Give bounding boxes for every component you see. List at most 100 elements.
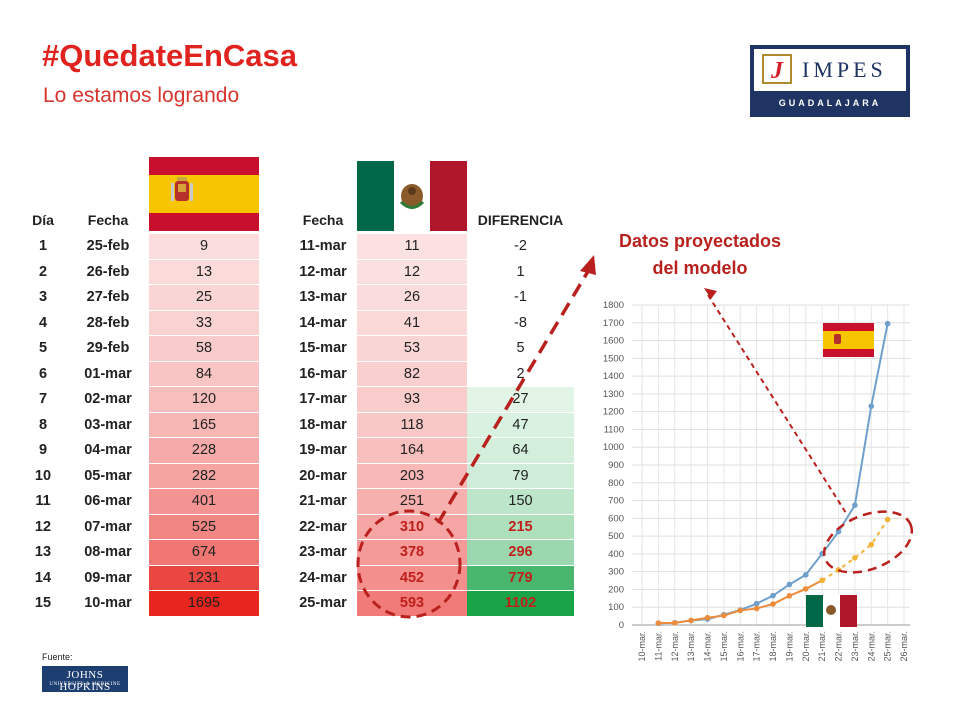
cell-fecha-spain: 28-feb [86, 314, 130, 331]
cell-fecha-spain: 10-mar [84, 595, 132, 611]
data-point-mexico [802, 586, 809, 592]
cell-mexico: 251 [399, 493, 425, 509]
page-title: #QuedateEnCasa [42, 38, 297, 73]
heat-cell [149, 285, 259, 310]
source-label: Fuente: [42, 652, 73, 662]
data-point-mexico [786, 593, 793, 599]
data-point-spain [819, 550, 825, 557]
cell-mexico: 82 [403, 365, 421, 382]
cell-fecha-spain: 07-mar [84, 518, 132, 535]
cell-fecha-spain: 01-mar [84, 365, 132, 382]
cell-fecha-mexico: 20-mar [299, 467, 347, 484]
cell-spain: 401 [191, 493, 217, 509]
data-point-spain [753, 600, 760, 607]
cell-fecha-spain: 25-feb [86, 238, 130, 254]
y-tick-label: 1100 [604, 424, 624, 435]
header-diferencia: DIFERENCIA [477, 212, 564, 228]
cell-spain: 33 [195, 314, 213, 331]
cell-spain: 1231 [187, 569, 221, 586]
cell-fecha-spain: 04-mar [84, 442, 132, 458]
heat-cell [149, 387, 259, 412]
y-tick-label: 200 [608, 584, 624, 595]
y-tick-label: 900 [608, 460, 624, 471]
x-tick-label: 19-mar. [784, 631, 794, 662]
x-tick-label: 26-mar. [899, 631, 909, 662]
cell-fecha-mexico: 23-mar [299, 544, 347, 560]
y-tick-label: 1200 [603, 407, 624, 418]
heat-cell [149, 336, 259, 361]
cell-dia: 10 [34, 467, 52, 484]
cell-dia: 2 [38, 263, 48, 280]
heat-cell [357, 234, 467, 259]
data-point-spain [770, 592, 776, 599]
heat-cell [149, 463, 259, 488]
cell-spain: 525 [191, 518, 217, 535]
x-tick-label: 23-mar. [850, 631, 860, 662]
cell-dia: 3 [38, 289, 48, 305]
cell-mexico: 118 [400, 416, 424, 433]
x-tick-label: 11-mar. [653, 631, 663, 661]
page-subtitle: Lo estamos logrando [43, 84, 240, 107]
heat-cell [149, 259, 259, 284]
data-point-spain [884, 320, 891, 327]
annotation-line-1: Datos proyectados [618, 231, 782, 251]
cell-dia: 7 [38, 391, 48, 407]
heat-cell [149, 310, 259, 335]
cell-fecha-mexico: 16-mar [299, 365, 347, 382]
cell-dia: 6 [38, 365, 48, 382]
cell-dia: 5 [38, 340, 48, 356]
cell-fecha-mexico: 18-mar [299, 416, 347, 433]
y-tick-label: 400 [608, 549, 624, 560]
data-point-spain [786, 581, 793, 588]
cell-spain: 120 [191, 391, 217, 407]
data-point-mexico [655, 620, 662, 626]
impes-logo: J IMPES GUADALAJARA [750, 45, 910, 117]
data-point-mexico [753, 605, 760, 612]
series-line-mexico_projected [821, 519, 889, 582]
y-tick-label: 500 [608, 531, 624, 542]
cell-mexico: 164 [399, 442, 425, 458]
heat-cell [467, 591, 574, 616]
cell-fecha-mexico: 13-mar [299, 289, 347, 305]
cell-dia: 8 [38, 416, 48, 433]
x-tick-label: 22-mar. [834, 631, 844, 662]
data-point-mexico_projected [868, 541, 875, 548]
cell-spain: 674 [191, 544, 217, 560]
cell-dia: 15 [34, 595, 52, 611]
cell-diferencia: 27 [512, 391, 529, 407]
data-point-mexico [721, 612, 727, 619]
mexico-flag-icon [357, 161, 467, 231]
cell-diferencia: 2 [516, 365, 525, 382]
cell-fecha-mexico: 25-mar [299, 595, 347, 611]
y-tick-label: 1600 [603, 336, 624, 347]
cell-mexico: 378 [399, 544, 425, 560]
x-tick-label: 12-mar. [670, 631, 680, 662]
cell-fecha-mexico: 14-mar [299, 314, 347, 331]
cell-spain: 9 [199, 238, 209, 254]
x-tick-label: 17-mar. [752, 631, 762, 662]
y-tick-label: 0 [619, 620, 624, 631]
y-tick-label: 600 [608, 513, 624, 524]
cell-spain: 13 [195, 263, 213, 280]
cell-diferencia: -2 [514, 238, 527, 254]
y-tick-label: 700 [608, 496, 624, 507]
projection-annotation: Datos proyectados del modelo [600, 228, 800, 282]
data-point-mexico_projected [835, 567, 842, 573]
cell-mexico: 26 [403, 289, 421, 305]
cell-spain: 84 [195, 365, 213, 382]
heat-cell [467, 540, 574, 565]
data-point-spain [655, 620, 662, 627]
cell-fecha-spain: 05-mar [84, 467, 132, 484]
cell-mexico: 203 [399, 467, 425, 484]
cell-fecha-spain: 03-mar [84, 416, 132, 433]
data-point-spain [704, 616, 711, 622]
cell-diferencia: 1102 [504, 595, 537, 611]
cell-spain: 228 [191, 442, 217, 458]
cell-mexico: 53 [403, 340, 421, 356]
series-line-spain [658, 323, 889, 625]
x-tick-label: 20-mar. [801, 631, 811, 662]
y-tick-label: 300 [608, 567, 624, 578]
header-dia: Día [32, 212, 54, 228]
header-fecha-mexico: Fecha [302, 212, 344, 228]
x-tick-label: 10-mar. [637, 631, 647, 662]
